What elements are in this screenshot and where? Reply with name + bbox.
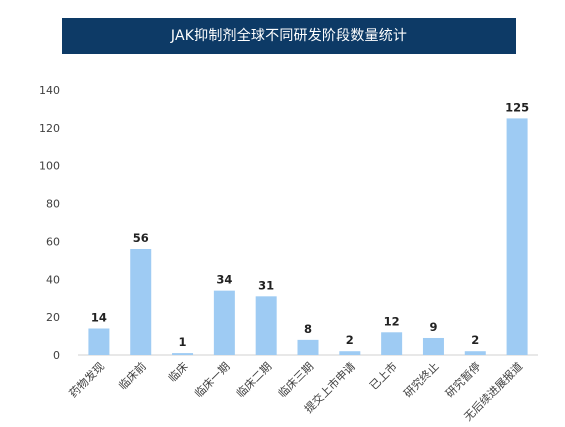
y-tick-label: 100 (39, 160, 60, 173)
data-label: 125 (505, 100, 529, 114)
bar (422, 337, 444, 355)
data-label: 9 (429, 320, 437, 334)
x-tick-label: 临床 (165, 359, 190, 384)
bar (464, 351, 486, 355)
bar (213, 290, 235, 355)
data-label: 31 (258, 278, 274, 292)
data-label: 2 (346, 333, 354, 347)
bar (506, 118, 528, 356)
bars-layer (88, 118, 528, 356)
y-tick-label: 60 (46, 235, 60, 248)
bar (130, 249, 152, 355)
x-tick-label: 临床前 (116, 359, 149, 392)
data-label: 1 (179, 335, 187, 349)
data-label: 2 (471, 333, 479, 347)
y-tick-label: 0 (53, 349, 60, 362)
y-tick-label: 80 (46, 198, 60, 211)
chart-title: JAK抑制剂全球不同研发阶段数量统计 (62, 18, 516, 54)
data-label: 56 (133, 231, 149, 245)
data-label: 12 (384, 314, 400, 328)
y-tick-label: 20 (46, 311, 60, 324)
data-label: 14 (91, 311, 107, 325)
y-tick-label: 40 (46, 273, 60, 286)
bar (172, 353, 194, 355)
y-tick-label: 120 (39, 122, 60, 135)
bar (88, 328, 110, 355)
bar (339, 351, 361, 355)
bar (255, 296, 277, 355)
x-tick-label: 临床二期 (233, 359, 274, 400)
x-tick-label: 药物发现 (66, 359, 107, 400)
x-tick-label: 临床三期 (275, 359, 316, 400)
data-label: 34 (216, 273, 232, 287)
x-tick-label: 研究终止 (401, 359, 442, 400)
data-label: 8 (304, 322, 312, 336)
axis-layer: 0 20 40 60 80 100 120 140 (39, 84, 538, 362)
bar (381, 332, 403, 355)
x-tick-label: 临床一期 (191, 359, 232, 400)
bar (297, 339, 319, 355)
y-tick-label: 140 (39, 84, 60, 97)
x-tick-label: 已上市 (367, 359, 400, 392)
x-tick-label: 研究暂停 (442, 359, 483, 400)
